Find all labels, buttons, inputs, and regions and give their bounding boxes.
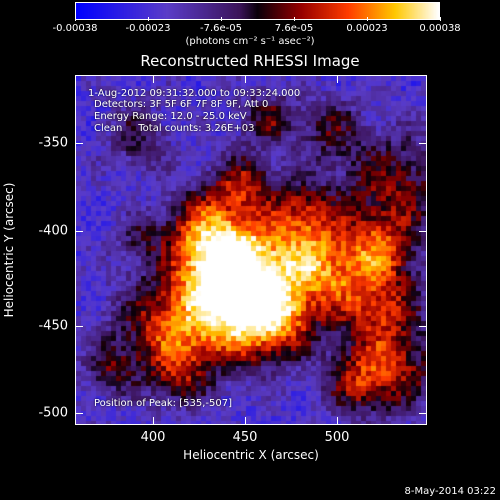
colorbar-tick: 0.00038 xyxy=(419,23,461,34)
y-axis-label: Heliocentric Y (arcsec) xyxy=(2,182,16,318)
axis-tick-mark xyxy=(419,231,427,232)
plot-title: Reconstructed RHESSI Image xyxy=(140,52,360,70)
colorbar-tick-mark xyxy=(294,17,295,21)
y-tick-label: -350 xyxy=(38,135,68,151)
axis-tick-mark xyxy=(245,75,246,83)
colorbar-tick-mark xyxy=(367,17,368,21)
colorbar-tick-mark xyxy=(221,17,222,21)
colorbar-tick: -0.00023 xyxy=(125,23,171,34)
peak-position-label: Position of Peak: [535,-507] xyxy=(94,398,232,409)
colorbar-tick-mark xyxy=(75,17,76,21)
y-tick-label: -400 xyxy=(38,223,68,239)
axis-tick-mark xyxy=(153,417,154,425)
colorbar-tick-mark xyxy=(440,17,441,21)
axis-tick-mark xyxy=(419,143,427,144)
colorbar-tick: 0.00023 xyxy=(346,23,388,34)
axis-tick-mark xyxy=(75,326,83,327)
clean-counts-label: Clean Total counts: 3.26E+03 xyxy=(94,123,255,134)
y-tick-label: -500 xyxy=(38,405,68,421)
axis-tick-mark xyxy=(419,326,427,327)
axis-tick-mark xyxy=(75,231,83,232)
rhessi-image xyxy=(76,76,426,424)
y-tick-label: -450 xyxy=(38,318,68,334)
colorbar-tick: -7.6e-05 xyxy=(200,23,242,34)
axis-tick-mark xyxy=(153,75,154,83)
detectors-label: Detectors: 3F 5F 6F 7F 8F 9F, Att 0 xyxy=(94,99,269,110)
time-range-label: 1-Aug-2012 09:31:32.000 to 09:33:24.000 xyxy=(88,88,301,99)
axis-tick-mark xyxy=(337,417,338,425)
x-tick-label: 450 xyxy=(232,430,258,445)
colorbar-tick-mark xyxy=(148,17,149,21)
colorbar xyxy=(75,2,440,20)
x-tick-label: 500 xyxy=(324,430,350,445)
date-stamp: 8-May-2014 03:22 xyxy=(404,486,496,497)
energy-range-label: Energy Range: 12.0 - 25.0 keV xyxy=(94,111,247,122)
axis-tick-mark xyxy=(337,75,338,83)
axis-tick-mark xyxy=(75,413,83,414)
colorbar-unit: (photons cm⁻² s⁻¹ asec⁻²) xyxy=(185,36,315,47)
axis-tick-mark xyxy=(245,417,246,425)
image-panel: 1-Aug-2012 09:31:32.000 to 09:33:24.000 … xyxy=(75,75,427,425)
axis-tick-mark xyxy=(75,143,83,144)
colorbar-tick: -0.00038 xyxy=(52,23,98,34)
axis-tick-mark xyxy=(419,413,427,414)
x-tick-label: 400 xyxy=(140,430,166,445)
colorbar-tick: 7.6e-05 xyxy=(274,23,314,34)
x-axis-label: Heliocentric X (arcsec) xyxy=(183,448,319,462)
